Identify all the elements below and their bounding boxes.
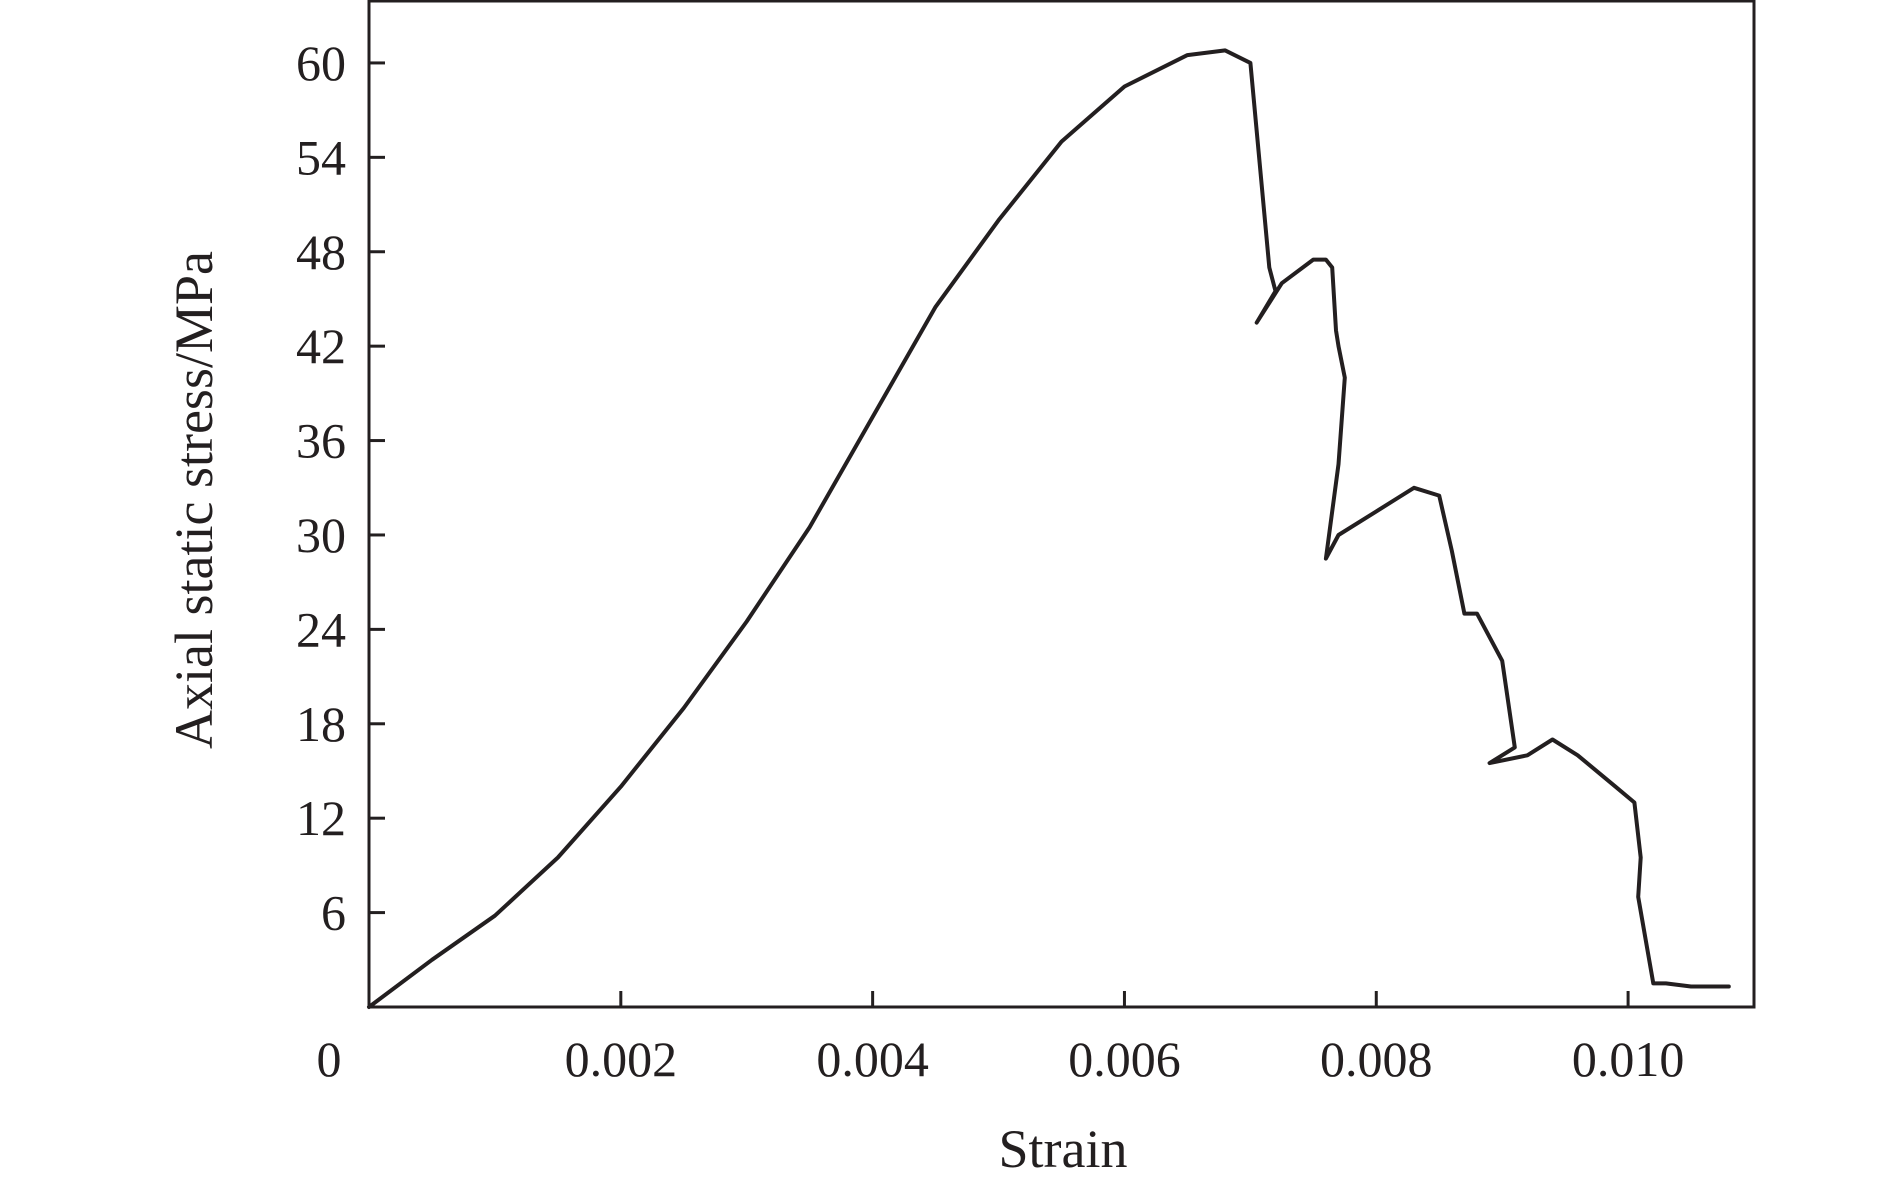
- plot-border: [367, 0, 1756, 1009]
- x-tick-label: 0: [317, 1031, 342, 1087]
- x-axis-label: Strain: [999, 1119, 1128, 1179]
- y-tick-label: 48: [296, 224, 346, 280]
- x-tick-label: 0.010: [1572, 1031, 1685, 1087]
- y-tick-label: 42: [296, 318, 346, 374]
- y-tick-label: 24: [296, 601, 346, 657]
- y-tick-label: 36: [296, 413, 346, 469]
- y-tick-label: 30: [296, 507, 346, 563]
- y-tick-label: 60: [296, 35, 346, 91]
- y-tick-label: 54: [296, 129, 346, 185]
- y-tick-label: 6: [321, 885, 346, 941]
- x-axis-ticks: 0 0.002 0.004 0.006 0.008 0.010: [317, 991, 1685, 1087]
- x-tick-label: 0.008: [1320, 1031, 1433, 1087]
- series-line-0: [367, 48, 1731, 1009]
- y-tick-label: 12: [296, 790, 346, 846]
- x-tick-label: 0.002: [565, 1031, 678, 1087]
- plot-frame: [367, 0, 1756, 1009]
- y-axis-ticks: 6 12 18 24 30 36 42 48 54 60: [296, 35, 385, 941]
- y-tick-label: 18: [296, 696, 346, 752]
- x-tick-label: 0.004: [816, 1031, 929, 1087]
- series-group: [367, 48, 1731, 1009]
- x-tick-label: 0.006: [1068, 1031, 1181, 1087]
- y-axis-label: Axial static stress/MPa: [164, 251, 224, 749]
